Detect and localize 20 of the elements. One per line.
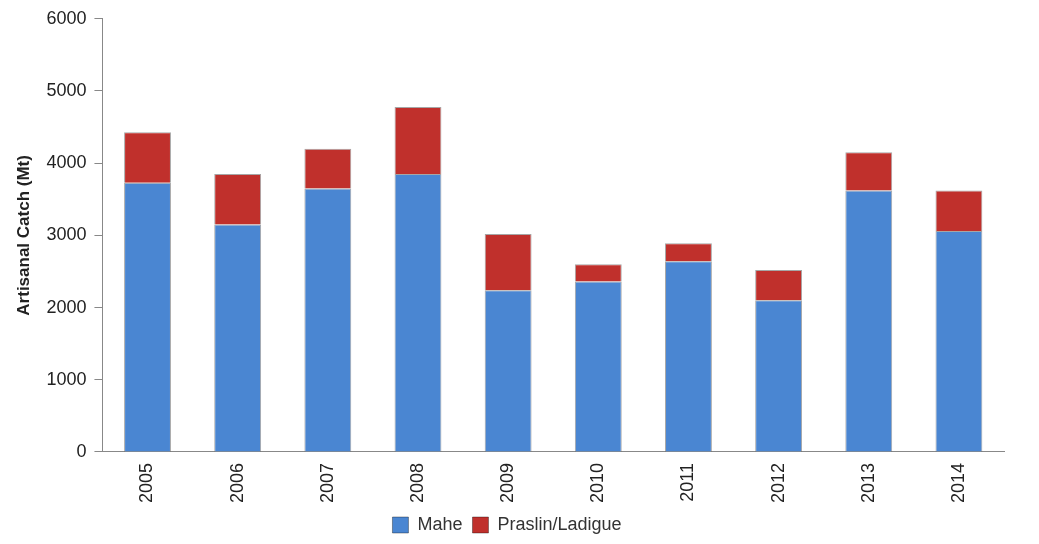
x-tick-label: 2012 bbox=[767, 462, 788, 503]
x-tick-label: 2011 bbox=[677, 462, 698, 502]
x-tick-label: 2013 bbox=[857, 462, 878, 503]
x-tick-label: 2014 bbox=[947, 462, 968, 503]
y-tick-label: 6000 bbox=[46, 7, 87, 28]
legend-label: Mahe bbox=[417, 513, 463, 534]
x-tick-label: 2009 bbox=[497, 462, 518, 503]
y-tick-label: 5000 bbox=[46, 79, 87, 100]
x-tick-label: 2010 bbox=[587, 462, 608, 503]
x-tick-label: 2008 bbox=[406, 462, 427, 503]
x-tick-label: 2005 bbox=[136, 462, 157, 503]
y-axis-title: Artisanal Catch (Mt) bbox=[13, 155, 33, 316]
y-tick-label: 4000 bbox=[46, 152, 87, 173]
x-tick-label: 2006 bbox=[226, 462, 247, 503]
y-tick-label: 1000 bbox=[46, 368, 87, 389]
legend-label: Praslin/Ladigue bbox=[497, 513, 622, 534]
y-tick-label: 3000 bbox=[46, 224, 87, 245]
y-tick-label: 0 bbox=[76, 440, 87, 461]
y-tick-label: 2000 bbox=[46, 296, 87, 317]
x-tick-label: 2007 bbox=[316, 462, 337, 503]
